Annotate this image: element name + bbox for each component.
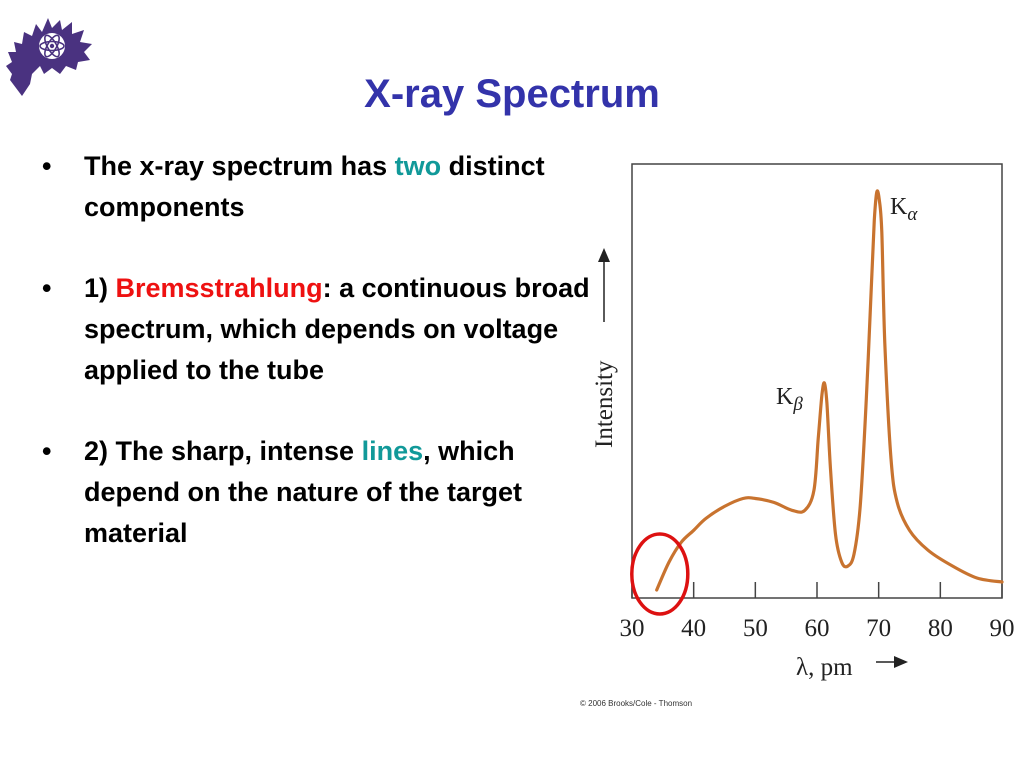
bullet-dot: •	[42, 436, 52, 466]
x-tick-label-70: 70	[866, 615, 891, 642]
highlight-two: two	[394, 151, 442, 181]
spectrum-line	[655, 189, 1004, 592]
x-axis-arrow-head	[894, 656, 908, 668]
bullet-text: The x-ray spectrum has	[84, 151, 395, 181]
bullet-dot: •	[42, 273, 52, 303]
x-tick-label-30: 30	[620, 615, 645, 642]
horned-frog-atom-logo	[6, 18, 92, 96]
bullet-dot: •	[42, 151, 52, 181]
highlight-lines: lines	[361, 436, 424, 466]
x-tick-labels: 30 40 50 60 70 80 90	[620, 615, 1015, 642]
bullet-list: • The x-ray spectrum has two distinct co…	[38, 146, 598, 594]
bullet-text: distinct components	[84, 151, 545, 222]
bullet-item-bremsstrahlung: • 1) Bremsstrahlung: a continuous broad …	[38, 268, 598, 391]
y-axis-label: Intensity	[591, 360, 618, 448]
bullet-text: 2) The sharp, intense	[84, 436, 362, 466]
y-axis-label-group: Intensity	[591, 248, 618, 448]
ka-label: Kα	[890, 194, 918, 225]
highlight-bremsstrahlung: Bremsstrahlung	[115, 273, 323, 303]
ka-label-sub: α	[907, 204, 918, 225]
svg-text:Kα: Kα	[890, 194, 918, 225]
kb-label-sub: β	[792, 394, 803, 415]
x-tick-label-50: 50	[743, 615, 768, 642]
copyright-text: © 2006 Brooks/Cole - Thomson	[580, 699, 692, 708]
bullet-text: 1)	[84, 273, 116, 303]
x-tick-label-90: 90	[990, 615, 1015, 642]
plot-frame	[631, 163, 1003, 599]
y-axis-arrow-head	[598, 248, 610, 262]
kb-label: Kβ	[776, 384, 803, 415]
bullet-item-components: • The x-ray spectrum has two distinct co…	[38, 146, 598, 228]
bullet-item-lines: • 2) The sharp, intense lines, which dep…	[38, 431, 598, 554]
slide-title: X-ray Spectrum	[364, 72, 660, 116]
bullet-text: , which depend on the nature of the targ…	[84, 436, 523, 548]
svg-text:Kβ: Kβ	[776, 384, 803, 415]
bullet-text: : a continuous broad spectrum, which dep…	[84, 273, 590, 385]
x-tick-label-80: 80	[928, 615, 953, 642]
x-tick-label-60: 60	[805, 615, 830, 642]
x-tick-label-40: 40	[681, 615, 706, 642]
highlight-circle	[630, 532, 690, 616]
x-axis-label: λ, pm	[796, 654, 853, 681]
kb-label-k: K	[776, 384, 794, 410]
ka-label-k: K	[890, 194, 908, 220]
xray-spectrum-chart: 30 40 50 60 70 80 90 Kα Kβ Intensity λ, pm © 2…	[580, 163, 1015, 708]
